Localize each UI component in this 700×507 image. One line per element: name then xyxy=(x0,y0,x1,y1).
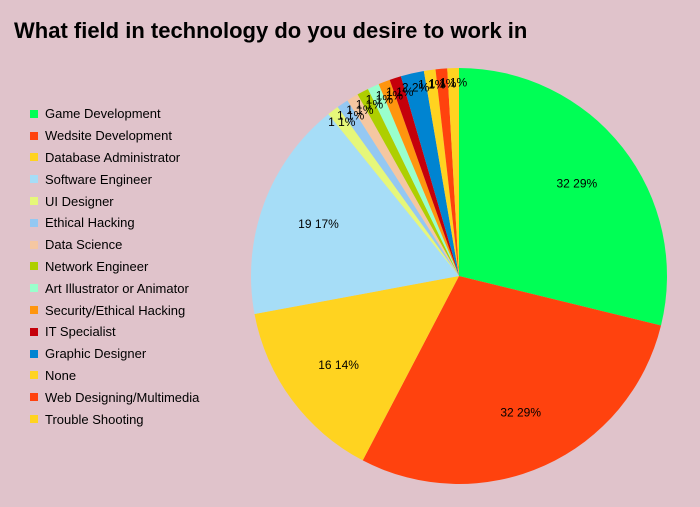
legend-label: UI Designer xyxy=(45,193,114,209)
legend-label: Graphic Designer xyxy=(45,346,147,362)
legend-label: Game Development xyxy=(45,106,161,122)
legend-label: Network Engineer xyxy=(45,258,149,274)
legend-label: Trouble Shooting xyxy=(45,411,144,427)
pie-slice xyxy=(447,68,459,276)
pie-slice xyxy=(400,70,459,277)
legend-item: None xyxy=(30,365,199,387)
legend-item: Security/Ethical Hacking xyxy=(30,299,199,321)
pie-slice xyxy=(254,276,459,461)
legend-swatch xyxy=(30,306,38,315)
legend-label: Database Administrator xyxy=(45,149,181,165)
pie-slice xyxy=(337,100,459,277)
legend-label: Data Science xyxy=(45,237,123,253)
legend-item: Graphic Designer xyxy=(30,343,199,365)
legend-item: Software Engineer xyxy=(30,168,199,190)
legend-label: Security/Ethical Hacking xyxy=(45,302,186,318)
legend-swatch xyxy=(30,109,38,118)
legend-item: Trouble Shooting xyxy=(30,408,199,430)
slice-label: 1 1% xyxy=(418,77,446,91)
legend-swatch xyxy=(30,175,38,184)
legend-label: Web Designing/Multimedia xyxy=(45,389,200,405)
legend-item: Art Illustrator or Animator xyxy=(30,277,199,299)
pie-slice xyxy=(378,79,459,276)
legend-item: Data Science xyxy=(30,234,199,256)
legend-item: IT Specialist xyxy=(30,321,199,343)
slice-label: 1 1% xyxy=(386,85,414,99)
legend-swatch xyxy=(30,371,38,380)
legend-label: None xyxy=(45,367,77,383)
legend-item: UI Designer xyxy=(30,190,199,212)
legend-label: Software Engineer xyxy=(45,171,152,187)
legend: Game Development Wedsite Development Datab… xyxy=(30,103,199,430)
slice-label: 32 29% xyxy=(556,177,597,191)
slice-label: 32 29% xyxy=(500,405,541,419)
pie-slice xyxy=(367,84,459,276)
pie-slice xyxy=(328,107,459,276)
legend-swatch xyxy=(30,197,38,206)
legend-swatch xyxy=(30,131,38,140)
slice-label: 2 2% xyxy=(402,80,430,94)
legend-swatch xyxy=(30,218,38,227)
pie-slice xyxy=(423,69,459,276)
pie-slice xyxy=(347,94,459,277)
pie-slice xyxy=(459,68,667,326)
legend-item: Ethical Hacking xyxy=(30,212,199,234)
slice-label: 1 1% xyxy=(356,98,384,112)
legend-item: Web Designing/Multimedia xyxy=(30,386,199,408)
slice-label: 1 1% xyxy=(440,76,468,90)
legend-swatch xyxy=(30,284,38,293)
pie-slice xyxy=(362,276,662,484)
legend-item: Network Engineer xyxy=(30,256,199,278)
legend-label: Art Illustrator or Animator xyxy=(45,280,189,296)
legend-label: IT Specialist xyxy=(45,324,116,340)
pie-slice xyxy=(251,114,459,315)
legend-item: Game Development xyxy=(30,103,199,125)
pie-slice xyxy=(435,68,459,276)
slice-label: 1 1% xyxy=(328,115,356,129)
pie-slice xyxy=(389,76,459,276)
pie-slice xyxy=(357,88,459,276)
legend-swatch xyxy=(30,153,38,162)
chart-title: What field in technology do you desire t… xyxy=(14,18,528,43)
slice-label: 1 1% xyxy=(366,93,394,107)
slice-label: 16 14% xyxy=(318,358,359,372)
legend-item: Database Administrator xyxy=(30,147,199,169)
slice-label: 1 1% xyxy=(429,76,457,90)
legend-swatch xyxy=(30,393,38,402)
legend-swatch xyxy=(30,349,38,358)
slice-label: 1 1% xyxy=(346,103,374,117)
legend-swatch xyxy=(30,240,38,249)
legend-swatch xyxy=(30,327,38,336)
legend-label: Wedsite Development xyxy=(45,128,172,144)
slice-label: 1 1% xyxy=(376,89,404,103)
legend-swatch xyxy=(30,415,38,424)
slice-label: 1 1% xyxy=(337,109,365,123)
legend-label: Ethical Hacking xyxy=(45,215,135,231)
slice-label: 19 17% xyxy=(298,217,339,231)
legend-swatch xyxy=(30,262,38,271)
legend-item: Wedsite Development xyxy=(30,125,199,147)
